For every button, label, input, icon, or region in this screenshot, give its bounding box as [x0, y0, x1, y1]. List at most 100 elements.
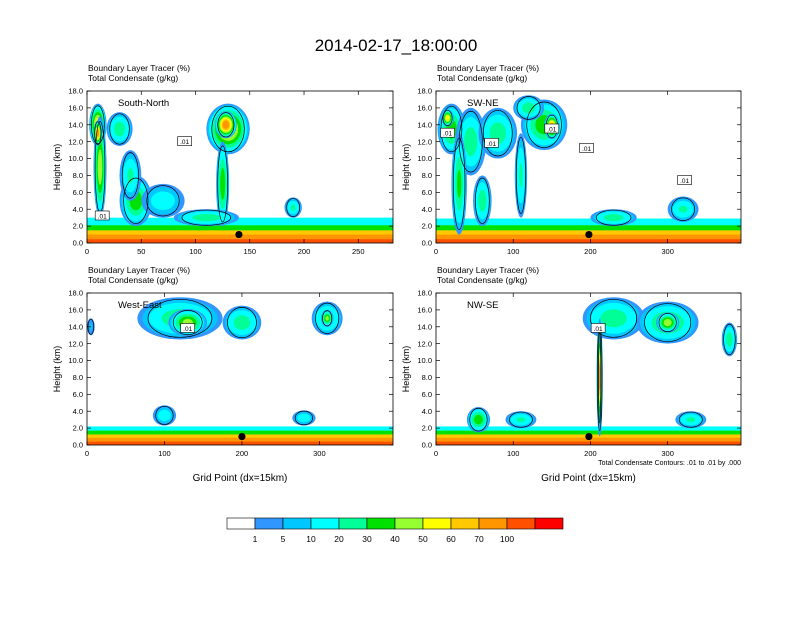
- y-tick-label: 18.0: [68, 87, 83, 96]
- x-tick-label: 100: [507, 449, 520, 458]
- condensate-contour-2: [94, 121, 102, 145]
- x-tick-label: 100: [507, 247, 520, 256]
- tracer-level-30: [474, 414, 483, 425]
- panel-section-label: SW-NE: [467, 98, 499, 109]
- tracer-blob-2: [222, 305, 262, 340]
- y-tick-label: 0.0: [422, 239, 432, 248]
- tracer-level-20: [113, 121, 126, 137]
- condensate-contour-4: [123, 177, 149, 224]
- tracer-level-10: [297, 413, 311, 423]
- y-tick-label: 6.0: [73, 188, 83, 197]
- tracer-blob-8: [675, 411, 707, 429]
- x-axis-label: Grid Point (dx=15km): [193, 473, 288, 484]
- location-marker: [235, 230, 243, 239]
- colorbar-label: 30: [362, 534, 372, 544]
- surface-band-4: [87, 441, 393, 445]
- tracer-blob-11: [590, 209, 637, 227]
- contour-label-box: [590, 323, 606, 333]
- contour-label-text: .01: [594, 326, 603, 333]
- surface-band-3: [87, 437, 393, 445]
- y-tick-label: 12.0: [68, 137, 83, 146]
- y-tick-label: 18.0: [68, 289, 83, 298]
- x-axis: 0 100 200 300: [85, 293, 326, 458]
- condensate-contour-0: [590, 298, 638, 338]
- tracer-blob-3: [451, 133, 467, 235]
- x-tick-label: 200: [298, 247, 311, 256]
- y-tick-label: 12.0: [417, 137, 432, 146]
- tracer-level-10: [158, 409, 171, 422]
- tracer-level-40: [663, 319, 672, 327]
- tracer-level-10: [151, 191, 175, 211]
- figure-title: 2014-02-17_18:00:00: [315, 36, 478, 55]
- colorbar-swatch-3: [310, 517, 340, 530]
- y-tick-label: 16.0: [68, 103, 83, 112]
- condensate-contour-4: [322, 310, 333, 327]
- x-tick-label: 200: [584, 449, 597, 458]
- y-tick-label: 2.0: [73, 424, 83, 433]
- plot-frame: [86, 90, 394, 244]
- y-tick-label: 8.0: [422, 373, 432, 382]
- tracer-level-40: [325, 316, 329, 321]
- y-axis: 0.0 2.0 4.0 6.0 8.0 10.0 12.0 14.0 16.0 18.0: [417, 87, 741, 248]
- contour-label-text: .01: [487, 141, 496, 148]
- x-tick-label: 0: [434, 449, 438, 458]
- panel-header-condensate: Total Condensate (g/kg): [437, 275, 527, 285]
- contour-label-box: [177, 136, 192, 146]
- plot-area: .01: [436, 293, 741, 445]
- y-tick-label: 4.0: [73, 407, 83, 416]
- y-tick-label: 8.0: [422, 171, 432, 180]
- x-tick-label: 300: [313, 449, 326, 458]
- x-tick-label: 0: [85, 449, 89, 458]
- panel-header-tracer: Boundary Layer Tracer (%): [88, 63, 190, 73]
- contour-label-text: .01: [680, 178, 689, 185]
- colorbar: 1 5 10 20 30 40 50 60 70 100: [226, 517, 564, 544]
- tracer-level-20: [478, 189, 487, 212]
- surface-band-4: [87, 239, 393, 243]
- y-axis: 0.0 2.0 4.0 6.0 8.0 10.0 12.0 14.0 16.0 18.0: [68, 289, 393, 450]
- x-tick-label: 250: [352, 247, 365, 256]
- tracer-level-20: [516, 417, 526, 423]
- condensate-contour-11: [595, 209, 632, 226]
- colorbar-swatch-11: [534, 517, 564, 530]
- condensate-contour-3: [723, 323, 736, 355]
- tracer-level-40: [97, 149, 103, 185]
- colorbar-swatch-5: [366, 517, 396, 530]
- condensate-contour-11: [181, 209, 232, 226]
- panel-section-label: West-East: [118, 300, 162, 311]
- contour-label-box: [579, 143, 594, 153]
- y-tick-label: 0.0: [422, 441, 432, 450]
- y-tick-label: 14.0: [417, 322, 432, 331]
- tracer-blob-8: [514, 133, 528, 218]
- x-axis-label: Grid Point (dx=15km): [541, 473, 636, 484]
- y-tick-label: 0.0: [73, 441, 83, 450]
- plot-area: .01: [87, 293, 393, 445]
- colorbar-swatch-8: [450, 517, 480, 530]
- y-axis-label: Height (km): [52, 144, 62, 191]
- location-marker: [238, 432, 246, 441]
- condensate-contour-7: [217, 112, 235, 138]
- tracer-blob-7: [215, 111, 237, 139]
- tracer-level-20: [519, 163, 523, 188]
- location-marker: [585, 230, 593, 239]
- condensate-contour-4: [482, 110, 513, 157]
- plot-frame: [435, 90, 742, 244]
- y-tick-label: 10.0: [68, 356, 83, 365]
- condensate-contour-8: [678, 411, 703, 428]
- condensate-contour-9: [475, 177, 490, 224]
- y-tick-label: 0.0: [73, 239, 83, 248]
- tracer-level-50: [445, 115, 450, 121]
- contour-label-box: [677, 175, 692, 185]
- x-tick-label: 100: [158, 449, 171, 458]
- location-marker: [585, 432, 593, 441]
- colorbar-label: 20: [334, 534, 344, 544]
- contour-label-3: .01: [579, 143, 594, 153]
- condensate-contour-0: [90, 105, 105, 145]
- x-tick-label: 300: [661, 449, 674, 458]
- tracer-blob-10: [667, 196, 699, 222]
- contour-label-box: [94, 210, 110, 221]
- colorbar-label: 100: [500, 534, 514, 544]
- contour-label-text: .01: [183, 326, 192, 333]
- contour-label-0: .01: [180, 323, 196, 333]
- tracer-level-20: [603, 214, 624, 222]
